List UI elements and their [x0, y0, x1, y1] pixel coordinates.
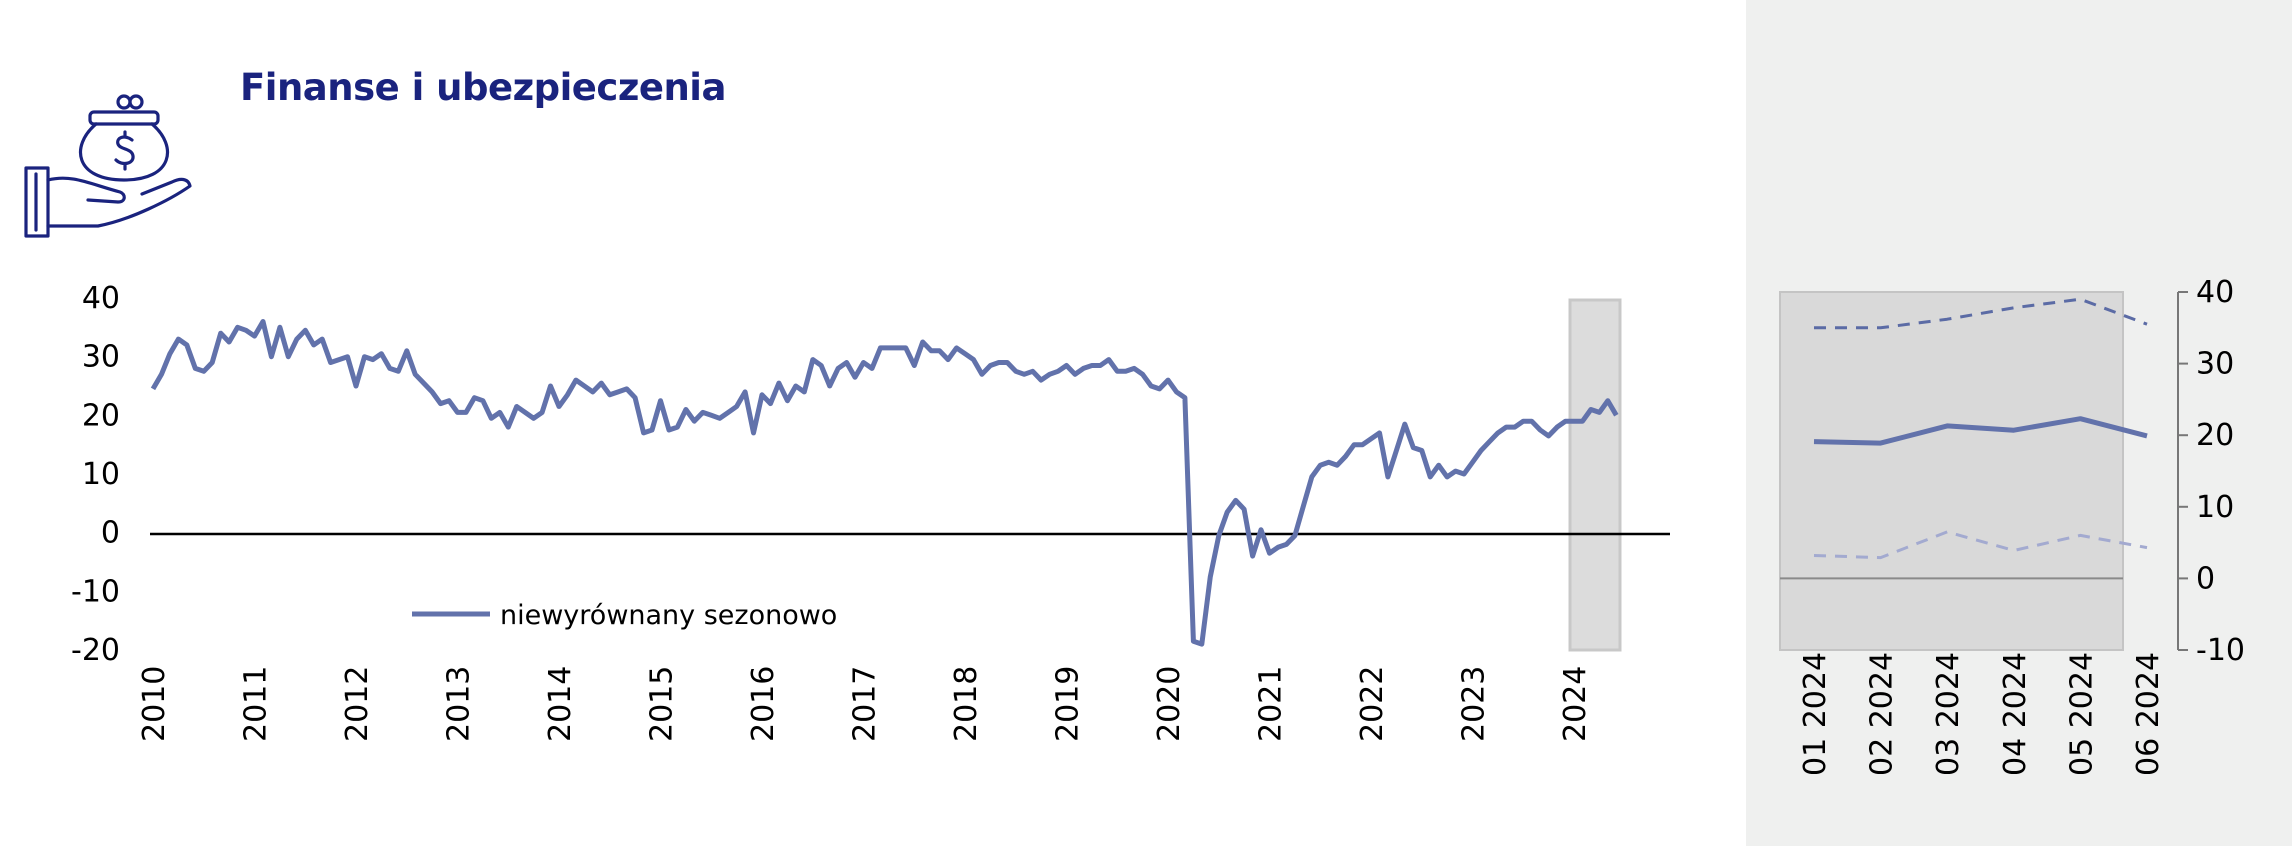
- x-tick-label: 04 2024: [1998, 652, 2033, 776]
- x-tick-label: 2015: [645, 666, 680, 742]
- x-tick-label: 2021: [1254, 666, 1289, 742]
- y-tick-label: 0: [101, 516, 120, 551]
- y-tick-label: 10: [2196, 490, 2234, 525]
- legend: niewyrównany sezonowo: [412, 600, 837, 631]
- x-tick-label: 2018: [949, 666, 984, 742]
- x-tick-label: 2020: [1152, 666, 1187, 742]
- x-tick-label: 2022: [1355, 666, 1390, 742]
- x-tick-label: 02 2024: [1865, 652, 1900, 776]
- series-line-niewyrownany: [150, 319, 1619, 647]
- series-line-dashed-lower: [1813, 530, 2148, 560]
- detail-plot-area: [1779, 291, 2124, 651]
- highlight-period-2024: [1568, 298, 1622, 652]
- y-tick-label: 20: [82, 398, 120, 433]
- page-title: Finanse i ubezpieczenia: [240, 66, 726, 109]
- y-tick-label: 30: [82, 340, 120, 375]
- x-tick-label: 2010: [137, 666, 172, 742]
- y-tick-label: 40: [82, 281, 120, 316]
- x-tick-label: 03 2024: [1931, 652, 1966, 776]
- series-line-dashed-upper: [1814, 297, 2148, 330]
- y-tick-label: -10: [71, 574, 120, 609]
- x-tick-label: 2016: [746, 666, 781, 742]
- money-bag-on-hand-icon: [24, 94, 192, 238]
- x-tick-label: 01 2024: [1798, 652, 1833, 776]
- x-tick-label: 2012: [340, 666, 375, 742]
- y-tick-label: 10: [82, 457, 120, 492]
- x-tick-label: 2019: [1051, 666, 1086, 742]
- legend-label: niewyrównany sezonowo: [500, 600, 837, 631]
- x-tick-label: 2013: [442, 666, 477, 742]
- y-tick-label: 40: [2196, 275, 2234, 310]
- x-tick-label: 06 2024: [2131, 652, 2166, 776]
- detail-line-chart: 40 30 20 10 0 -10 01 2024 02 2024 03 2024 04 202…: [1779, 275, 2245, 776]
- y-tick-label: -10: [2196, 633, 2245, 668]
- y-tick-label: 20: [2196, 418, 2234, 453]
- series-line-solid: [1813, 416, 2148, 446]
- x-tick-label: 2014: [543, 666, 578, 742]
- x-tick-label: 2011: [239, 666, 274, 742]
- y-tick-label: 0: [2196, 561, 2215, 596]
- x-tick-label: 2023: [1457, 666, 1492, 742]
- y-tick-label: 30: [2196, 347, 2234, 382]
- y-tick-label: -20: [71, 633, 120, 668]
- x-tick-label: 05 2024: [2064, 652, 2099, 776]
- x-tick-label: 2017: [848, 666, 883, 742]
- x-tick-label: 2024: [1558, 666, 1593, 742]
